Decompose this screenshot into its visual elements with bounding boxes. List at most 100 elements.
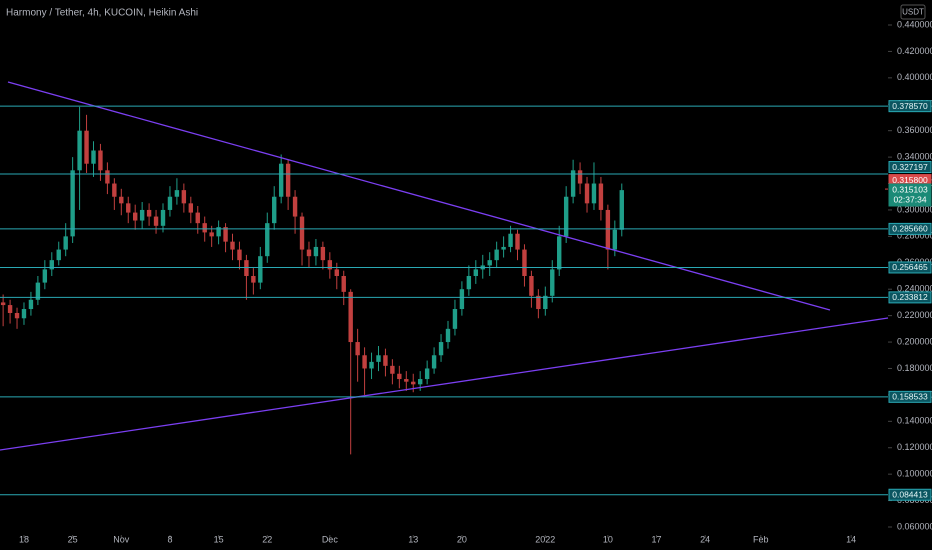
candle-body	[146, 209, 152, 217]
y-tick-label: 0.360000	[897, 125, 932, 135]
candle-body	[313, 246, 319, 257]
candle-body	[334, 269, 339, 276]
trend-line[interactable]	[7, 81, 831, 311]
candle-body	[557, 236, 562, 270]
plot-area	[0, 106, 624, 455]
x-tick-label: Dec	[322, 534, 339, 544]
candle-body	[320, 246, 326, 261]
candle-body	[327, 260, 333, 270]
candle-body	[285, 163, 291, 197]
candle-body	[515, 233, 520, 250]
candle-body	[529, 276, 534, 296]
candle-body	[14, 312, 20, 319]
candle-body	[417, 379, 423, 385]
level-label: 0.378570	[892, 101, 928, 111]
candle-body	[508, 233, 513, 247]
candle-body	[230, 241, 235, 250]
candle-body	[70, 170, 75, 237]
candle-body	[543, 295, 548, 310]
level-label: 0.084413	[892, 489, 928, 499]
candle-body	[258, 256, 263, 283]
level-label-box	[888, 291, 932, 304]
candle-body	[244, 260, 249, 276]
candle-body	[459, 289, 465, 310]
y-tick-label: 0.100000	[897, 469, 932, 479]
candle-body	[466, 276, 472, 290]
candle-body	[563, 196, 569, 237]
candle-body	[91, 150, 96, 164]
x-tick-label: 20	[457, 534, 467, 544]
candle-body	[494, 249, 499, 261]
candle-body	[105, 170, 110, 184]
level-label: 0.285660	[892, 224, 928, 234]
candle-body	[0, 302, 6, 306]
candle-body	[132, 212, 138, 221]
level-label-box	[888, 222, 932, 235]
candle-body	[550, 269, 555, 296]
candle-body	[7, 305, 13, 313]
candle-body	[63, 236, 68, 250]
candle-body	[487, 260, 492, 266]
candle-body	[306, 249, 312, 257]
level-label: 0.233812	[892, 292, 928, 302]
y-tick-label: 0.180000	[897, 363, 932, 373]
y-tick-label: 0.200000	[897, 336, 932, 346]
candle-body	[188, 203, 194, 213]
candle-body	[153, 216, 159, 226]
candle-body	[56, 249, 61, 261]
y-tick-label: 0.060000	[897, 521, 932, 531]
x-tick-label: 17	[652, 534, 662, 544]
candle-body	[292, 196, 298, 217]
candle-body	[181, 190, 187, 204]
currency-box[interactable]	[900, 4, 926, 20]
candle-body	[445, 328, 451, 343]
y-tick-label: 0.440000	[897, 19, 932, 29]
chart-title: Harmony / Tether, 4h, KUCOIN, Heikin Ash…	[6, 8, 198, 19]
candle-body	[383, 355, 388, 366]
candle-body	[355, 342, 360, 356]
candle-body	[591, 183, 597, 204]
candle-body	[35, 282, 41, 300]
candle-body	[160, 209, 166, 226]
candle-body	[209, 232, 214, 237]
currency[interactable]: USDT	[902, 8, 924, 17]
bid-price-box	[888, 183, 932, 207]
candle-body	[299, 216, 305, 250]
candle-body	[119, 196, 124, 204]
candle-body	[126, 203, 131, 213]
candle-body	[598, 183, 604, 210]
y-tick-label: 0.300000	[897, 204, 932, 214]
candle-body	[112, 183, 117, 197]
x-tick-label: 10	[603, 534, 613, 544]
level-label: 0.256465	[892, 262, 928, 272]
candle-body	[237, 249, 242, 261]
candle-body	[424, 368, 430, 380]
y-tick-label: 0.400000	[897, 72, 932, 82]
x-tick-label: 22	[262, 534, 272, 544]
candle-body	[431, 355, 437, 369]
candle-body	[139, 209, 145, 221]
y-tick-label: 0.240000	[897, 284, 932, 294]
level-label-box	[888, 261, 932, 274]
candle-body	[42, 269, 48, 283]
trend-line[interactable]	[0, 317, 889, 451]
candle-body	[584, 183, 590, 204]
candle-body	[98, 150, 103, 171]
x-tick-label: 24	[700, 534, 710, 544]
y-tick-label: 0.120000	[897, 442, 932, 452]
candle-body	[362, 355, 367, 369]
y-tick-label: 0.340000	[897, 151, 932, 161]
level-label-box	[888, 161, 932, 174]
candle-body	[202, 223, 207, 233]
level-label-box	[888, 488, 932, 501]
y-tick-label: 0.140000	[897, 416, 932, 426]
level-label-box	[888, 100, 932, 113]
candle-body	[278, 163, 284, 197]
last-price-label: 0.315800	[892, 175, 928, 185]
y-tick-label: 0.280000	[897, 231, 932, 241]
candle-body	[195, 212, 200, 224]
candle-body	[452, 309, 458, 329]
x-tick-label: 8	[167, 534, 172, 544]
